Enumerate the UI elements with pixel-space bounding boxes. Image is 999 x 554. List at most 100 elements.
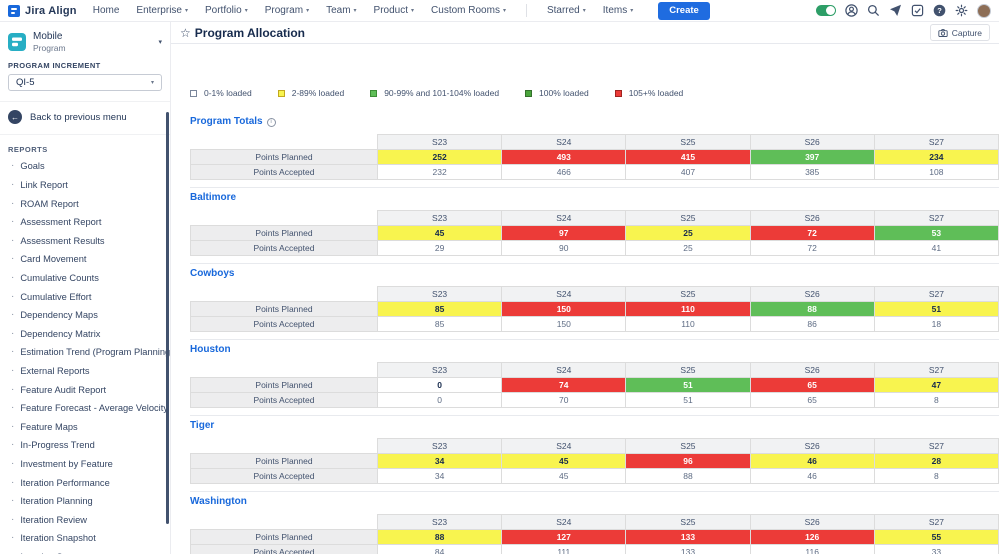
allocation-section-baltimore: Baltimore S23 S24 S25 S26 S27 Points Planned 45… (190, 188, 999, 264)
sidebar-item-roam-report[interactable]: · ROAM Report (0, 194, 170, 213)
chevron-down-icon: ▾ (150, 79, 154, 86)
nav-item-home[interactable]: Home (93, 5, 120, 16)
nav-item-custom-rooms[interactable]: Custom Rooms ▾ (431, 5, 506, 16)
table-header-row: S23 S24 S25 S26 S27 (190, 134, 999, 150)
nav-item-portfolio[interactable]: Portfolio ▾ (205, 5, 248, 16)
sidebar-item-assessment-results[interactable]: · Assessment Results (0, 232, 170, 251)
table-header-row: S23 S24 S25 S26 S27 (190, 362, 999, 378)
tasks-icon[interactable] (911, 4, 924, 17)
program-selector[interactable]: Mobile Program ▾ (0, 22, 170, 59)
sidebar-item-iteration-review[interactable]: · Iteration Review (0, 510, 170, 529)
planned-cell: 126 (749, 529, 875, 545)
column-header-s23: S23 (376, 286, 503, 302)
sidebar-item-label: Dependency Matrix (20, 328, 101, 339)
allocation-section-washington: Washington S23 S24 S25 S26 S27 Points Planned 8… (190, 492, 999, 554)
planned-cell: 85 (376, 301, 503, 317)
column-header-s23: S23 (376, 134, 503, 150)
sidebar-item-goals[interactable]: · Goals (0, 157, 170, 176)
chevron-down-icon: ▾ (630, 7, 634, 14)
capture-button[interactable]: Capture (929, 24, 990, 41)
row-label: Points Accepted (190, 392, 378, 408)
planned-cell: 25 (625, 225, 751, 241)
sidebar-item-label: Assessment Report (20, 217, 102, 228)
jira-align-logo[interactable]: Jira Align (8, 4, 77, 17)
sidebar-item-dependency-matrix[interactable]: · Dependency Matrix (0, 325, 170, 344)
accepted-cell: 86 (749, 316, 875, 332)
star-favorite-icon[interactable]: ☆ (180, 25, 191, 40)
sidebar-item-label: Iteration States (20, 552, 83, 554)
section-title-link[interactable]: Houston (190, 344, 999, 356)
column-header-s27: S27 (873, 134, 999, 150)
sidebar: Mobile Program ▾ PROGRAM INCREMENT QI-5 … (0, 22, 171, 554)
legend-item-100-loaded: 100% loaded (525, 88, 589, 98)
sidebar-item-cumulative-counts[interactable]: · Cumulative Counts (0, 269, 170, 288)
sidebar-item-investment-by-feature[interactable]: · Investment by Feature (0, 455, 170, 474)
back-to-previous-menu[interactable]: ← Back to previous menu (0, 101, 170, 132)
accepted-cell: 385 (749, 164, 875, 180)
program-increment-select[interactable]: QI-5 ▾ (8, 74, 162, 92)
points-accepted-row: Points Accepted 29 90 25 72 41 (190, 240, 999, 256)
sidebar-item-iteration-snapshot[interactable]: · Iteration Snapshot (0, 529, 170, 548)
planned-cell: 46 (749, 453, 875, 469)
search-icon[interactable] (867, 4, 880, 17)
section-title-link[interactable]: Washington (190, 496, 999, 508)
legend-swatch-white (190, 89, 197, 97)
nav-item-label: Program (264, 5, 304, 16)
sidebar-scrollbar[interactable] (166, 112, 169, 524)
settings-gear-icon[interactable] (955, 4, 968, 17)
sidebar-item-in-progress-trend[interactable]: · In-Progress Trend (0, 436, 170, 455)
bullet-icon: · (11, 290, 15, 302)
accepted-cell: 8 (873, 468, 999, 484)
account-icon[interactable] (845, 4, 858, 17)
sidebar-item-estimation-trend-program-planning-accuracy[interactable]: · Estimation Trend (Program Planning Accu… (0, 343, 170, 362)
program-name: Mobile (33, 31, 63, 42)
send-icon[interactable] (889, 4, 902, 17)
sidebar-item-iteration-states[interactable]: · Iteration States (0, 548, 170, 554)
row-label: Points Accepted (190, 316, 378, 332)
sidebar-item-feature-maps[interactable]: · Feature Maps (0, 418, 170, 437)
nav-item-product[interactable]: Product ▾ (374, 5, 414, 16)
planned-cell: 34 (376, 453, 503, 469)
sidebar-item-label: Investment by Feature (20, 458, 113, 469)
sidebar-item-cumulative-effort[interactable]: · Cumulative Effort (0, 287, 170, 306)
points-planned-row: Points Planned 88 127 133 126 55 (190, 529, 999, 545)
row-label: Points Accepted (190, 468, 378, 484)
sidebar-item-dependency-maps[interactable]: · Dependency Maps (0, 306, 170, 325)
section-title-link[interactable]: Cowboys (190, 268, 999, 280)
chevron-down-icon: ▾ (353, 7, 357, 14)
sidebar-item-iteration-planning[interactable]: · Iteration Planning (0, 492, 170, 511)
planned-cell: 65 (749, 377, 875, 393)
row-label: Points Accepted (190, 240, 378, 256)
sidebar-item-assessment-report[interactable]: · Assessment Report (0, 213, 170, 232)
section-title-link[interactable]: Baltimore (190, 192, 999, 204)
nav-item-team[interactable]: Team ▾ (326, 5, 356, 16)
sidebar-item-link-report[interactable]: · Link Report (0, 176, 170, 195)
user-avatar[interactable] (977, 3, 991, 18)
bullet-icon: · (11, 402, 15, 414)
sidebar-item-iteration-performance[interactable]: · Iteration Performance (0, 473, 170, 492)
sidebar-item-label: Iteration Performance (20, 477, 110, 488)
section-title-link[interactable]: Program Totals i (190, 116, 999, 128)
column-header-s26: S26 (749, 134, 875, 150)
create-button[interactable]: Create (658, 1, 710, 20)
sidebar-item-feature-audit-report[interactable]: · Feature Audit Report (0, 380, 170, 399)
nav-item-starred[interactable]: Starred ▾ (547, 5, 586, 16)
accepted-cell: 116 (749, 544, 875, 554)
theme-toggle[interactable] (816, 5, 836, 16)
help-icon[interactable]: ? (933, 4, 946, 17)
planned-cell: 234 (873, 149, 999, 165)
info-icon[interactable]: i (266, 117, 276, 127)
planned-cell: 72 (749, 225, 875, 241)
accepted-cell: 232 (376, 164, 503, 180)
nav-item-items[interactable]: Items ▾ (603, 5, 633, 16)
accepted-cell: 25 (625, 240, 751, 256)
column-header-s26: S26 (749, 210, 875, 226)
nav-item-enterprise[interactable]: Enterprise ▾ (136, 5, 188, 16)
sidebar-item-external-reports[interactable]: · External Reports (0, 362, 170, 381)
sidebar-item-feature-forecast-average-velocity[interactable]: · Feature Forecast - Average Velocity (0, 399, 170, 418)
accepted-cell: 45 (501, 468, 627, 484)
sidebar-item-card-movement[interactable]: · Card Movement (0, 250, 170, 269)
nav-item-program[interactable]: Program ▾ (265, 5, 309, 16)
table-corner-cell (190, 438, 378, 454)
section-title-link[interactable]: Tiger (190, 420, 999, 432)
